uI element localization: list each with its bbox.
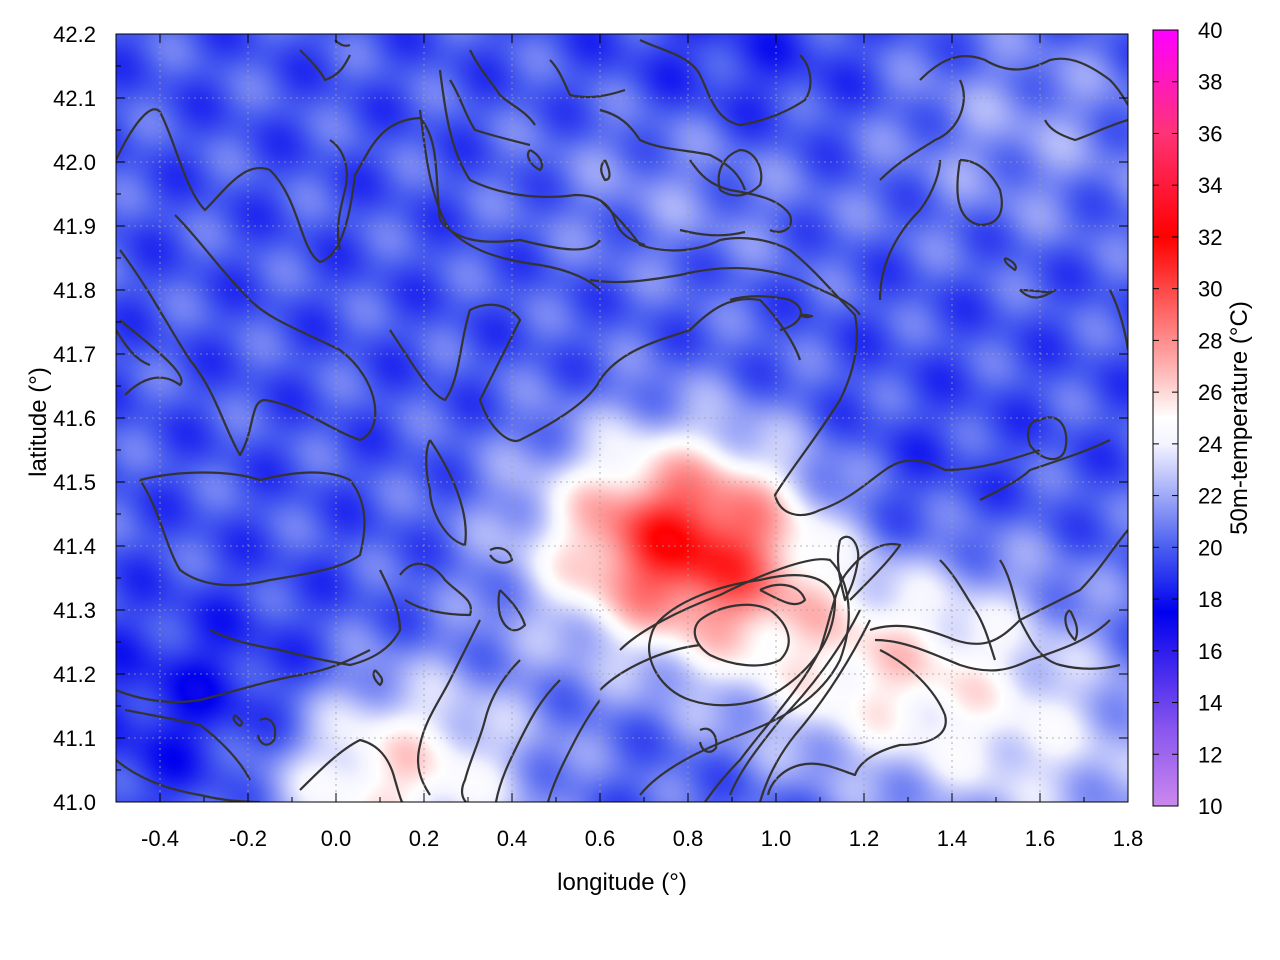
y-tick-label: 41.0	[53, 790, 96, 815]
colorbar-tick-label: 18	[1198, 587, 1222, 612]
y-tick-label: 41.3	[53, 598, 96, 623]
x-tick-label: -0.2	[229, 826, 267, 851]
colorbar-tick-label: 28	[1198, 328, 1222, 353]
colorbar-tick-label: 38	[1198, 70, 1222, 95]
y-tick-label: 41.6	[53, 406, 96, 431]
y-tick-label: 42.1	[53, 86, 96, 111]
y-axis: 41.0 41.1 41.2 41.3 41.4 41.5 41.6 41.7 41.8 41.9…	[53, 22, 1128, 815]
x-tick-label: 1.8	[1113, 826, 1144, 851]
terrain-contour-lines	[116, 39, 1128, 802]
y-tick-label: 42.2	[53, 22, 96, 47]
x-tick-label: 0.6	[585, 826, 616, 851]
y-tick-label: 41.5	[53, 470, 96, 495]
colorbar-label: 50m-temperature (°C)	[1226, 301, 1253, 535]
y-tick-label: 41.7	[53, 342, 96, 367]
x-tick-label: 1.4	[937, 826, 968, 851]
colorbar-tick-label: 12	[1198, 742, 1222, 767]
colorbar-tick-label: 24	[1198, 432, 1222, 457]
colorbar-tick-label: 16	[1198, 639, 1222, 664]
colorbar-tick-label: 40	[1198, 18, 1222, 43]
plot-grid	[116, 33, 1129, 803]
x-tick-label: 0.2	[409, 826, 440, 851]
y-tick-label: 41.1	[53, 726, 96, 751]
y-tick-label: 41.4	[53, 534, 96, 559]
colorbar-tick-label: 20	[1198, 535, 1222, 560]
x-tick-label: 0.4	[497, 826, 528, 851]
y-tick-label: 42.0	[53, 150, 96, 175]
colorbar-axis: 10 12 14 16 18 20 22 24 26 28 30 32 34 36 38 40	[1153, 18, 1222, 819]
colorbar-tick-label: 10	[1198, 794, 1222, 819]
colorbar-tick-label: 22	[1198, 484, 1222, 509]
x-tick-label: -0.4	[141, 826, 179, 851]
x-tick-label: 0.8	[673, 826, 704, 851]
x-tick-label: 0.0	[321, 826, 352, 851]
colorbar-tick-label: 32	[1198, 225, 1222, 250]
colorbar-tick-label: 30	[1198, 277, 1222, 302]
colorbar-tick-label: 34	[1198, 173, 1222, 198]
x-axis-label: longitude (°)	[557, 869, 687, 896]
x-axis: -0.4 -0.2 0.0 0.2 0.4 0.6 0.8 1.0 1.2 1.4 1.6 1.8	[115, 34, 1144, 851]
y-axis-label: latitude (°)	[25, 367, 52, 477]
x-tick-label: 1.0	[761, 826, 792, 851]
colorbar-tick-label: 14	[1198, 691, 1222, 716]
colorbar-tick-label: 26	[1198, 380, 1222, 405]
x-tick-label: 1.6	[1025, 826, 1056, 851]
x-tick-label: 1.2	[849, 826, 880, 851]
y-tick-label: 41.8	[53, 278, 96, 303]
colorbar-tick-label: 36	[1198, 121, 1222, 146]
colorbar	[1152, 29, 1179, 807]
y-tick-label: 41.9	[53, 214, 96, 239]
y-tick-label: 41.2	[53, 662, 96, 687]
